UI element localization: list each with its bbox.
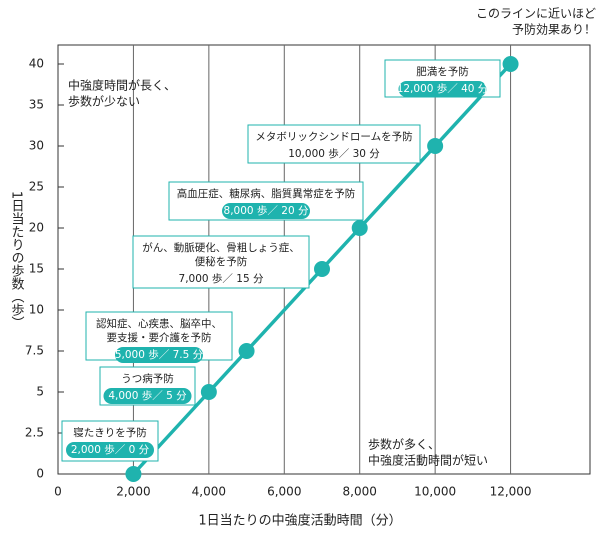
data-point [200,384,217,400]
note: 歩数が多く、 [368,437,440,452]
data-point [351,220,368,236]
y-tick-label: 40 [29,57,44,71]
annotation-pill [115,347,203,363]
y-tick-label: 10 [29,303,44,317]
note: 中強度時間が長く、 [68,78,176,93]
y-tick-label: 7.5 [25,344,44,358]
note: このラインに近いほど [476,7,596,21]
x-tick-label: 12,000 [490,485,532,499]
x-tick-label: 8,000 [343,485,377,499]
annotation-box [132,235,310,289]
data-point [427,138,444,154]
annotation-text: メタボリックシンドロームを予防 [255,130,412,143]
annotation-pill [66,442,154,458]
y-axis-title: 1日当たりの歩数（歩） [9,191,25,329]
x-tick-label: 4,000 [192,485,226,499]
y-tick-label: 0 [36,467,44,481]
annotation-text: 寝たきりを予防 [73,426,147,439]
data-point [314,261,330,277]
x-tick-label: 2,000 [116,485,150,499]
annotation-text: 便秘を予防 [195,255,248,268]
annotation-text: 要支援・要介護を予防 [107,331,212,344]
y-tick-label: 15 [29,262,44,276]
y-tick-label: 20 [29,221,44,235]
annotation-pill [222,203,310,219]
annotation-box [247,124,421,164]
note: 中強度活動時間が短い [368,453,488,468]
x-tick-label: 10,000 [414,485,456,499]
note: 歩数が少ない [68,94,140,109]
annotation-detail: 2,000 歩／ 0 分 [71,443,150,456]
note: 予防効果あり！ [512,22,596,37]
annotation-pill [103,388,192,404]
data-point [502,56,519,72]
y-tick-label: 5 [36,385,44,399]
annotation-detail: 7,000 歩／ 15 分 [179,272,264,285]
annotation-detail: 12,000 歩／ 40 分 [397,82,489,95]
data-point [125,466,142,482]
annotation-text: 認知症、心疾患、脳卒中、 [96,317,222,330]
annotation-detail: 8,000 歩／ 20 分 [224,204,309,217]
y-tick-label: 25 [29,180,44,194]
annotation-pill [398,81,487,97]
y-tick-label: 35 [29,98,44,112]
annotation-text: がん、動脈硬化、骨粗しょう症、 [142,241,300,254]
annotation-text: うつ病予防 [121,372,174,385]
x-tick-label: 6,000 [267,485,301,499]
x-tick-label: 0 [54,485,62,499]
annotation-detail: 5,000 歩／ 7.5 分 [115,348,204,361]
annotation-detail: 10,000 歩／ 30 分 [288,147,380,160]
y-tick-label: 2.5 [25,426,44,440]
annotation-detail: 4,000 歩／ 5 分 [108,389,187,402]
x-axis-title: 1日当たりの中強度活動時間（分） [198,513,401,529]
annotation-text: 肥満を予防 [416,65,469,78]
plot-frame [57,44,591,475]
data-point [238,343,255,359]
y-tick-label: 30 [29,139,44,153]
annotation-text: 高血圧症、糖尿病、脂質異常症を予防 [177,187,356,200]
